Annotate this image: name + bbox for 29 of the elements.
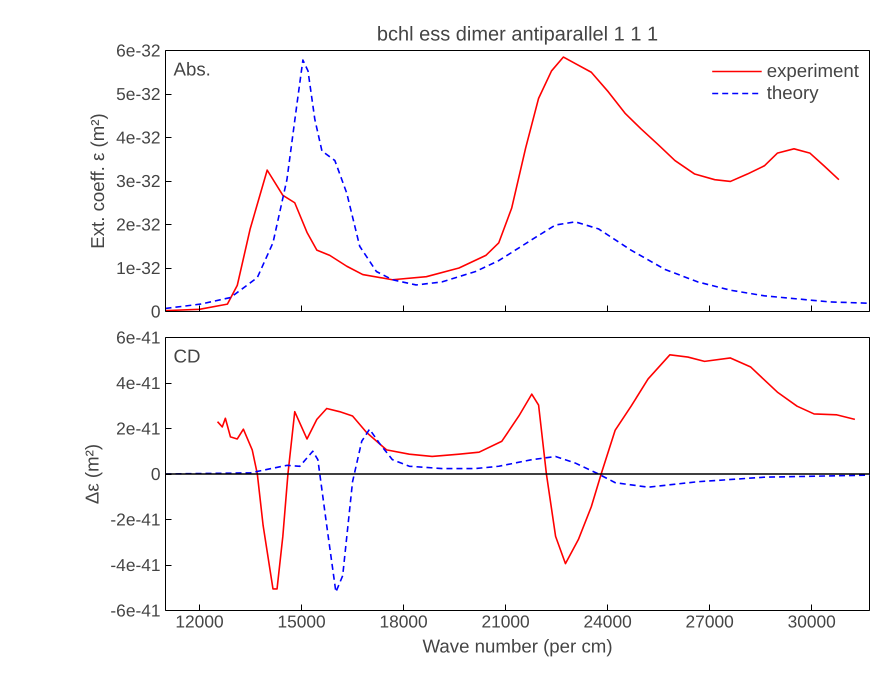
- y-tick-label: 5e-32: [116, 84, 161, 104]
- x-tick-label: 30000: [788, 612, 836, 632]
- legend-label: theory: [766, 82, 819, 104]
- x-tick-label: 12000: [175, 612, 224, 632]
- legend-label: experiment: [766, 60, 859, 82]
- y-tick-label: 4e-41: [116, 373, 161, 393]
- y-axis-title: Δε (m²): [81, 444, 102, 504]
- annotation: CD: [174, 346, 200, 366]
- x-tick-label: 18000: [379, 612, 428, 632]
- chart-title: bchl ess dimer antiparallel 1 1 1: [376, 24, 658, 46]
- annotation: Abs.: [174, 58, 211, 80]
- y-tick-label: 3e-32: [116, 171, 161, 191]
- x-axis-title: Wave number (per cm): [422, 636, 613, 656]
- y-axis-title: Ext. coeff. ε (m²): [87, 113, 108, 249]
- y-tick-label: -6e-41: [110, 600, 161, 620]
- y-tick-label: 2e-32: [116, 214, 161, 234]
- x-tick-label: 24000: [584, 612, 632, 632]
- y-tick-label: 0: [150, 302, 161, 322]
- y-tick-label: 0: [150, 464, 161, 484]
- y-tick-label: 1e-32: [116, 258, 161, 278]
- y-tick-label: 6e-32: [116, 40, 161, 60]
- y-tick-label: -4e-41: [110, 555, 161, 575]
- y-tick-label: 4e-32: [116, 128, 161, 148]
- y-tick-label: -2e-41: [110, 510, 161, 530]
- x-tick-label: 15000: [277, 612, 326, 632]
- x-tick-label: 21000: [482, 612, 530, 632]
- x-tick-label: 27000: [686, 612, 734, 632]
- y-tick-label: 2e-41: [116, 418, 161, 438]
- y-tick-label: 6e-41: [116, 328, 161, 348]
